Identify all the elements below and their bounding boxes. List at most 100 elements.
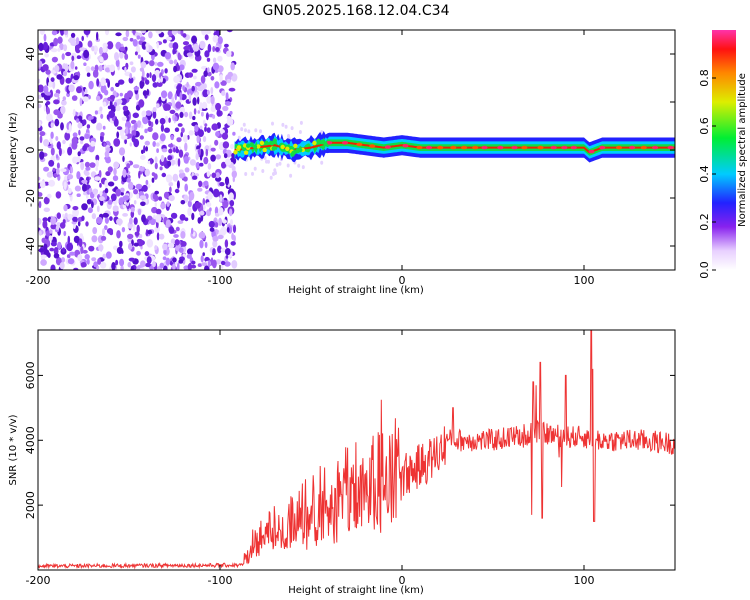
noise-blob bbox=[68, 84, 75, 93]
ridge-peak bbox=[616, 145, 622, 150]
noise-blob bbox=[127, 261, 132, 268]
noise-blob bbox=[138, 99, 145, 108]
ridge-peak bbox=[342, 141, 348, 145]
noise-blob bbox=[148, 120, 152, 127]
noise-blob bbox=[178, 247, 184, 253]
noise-blob bbox=[179, 214, 186, 221]
noise-blob bbox=[86, 124, 91, 129]
noise-blob bbox=[62, 247, 65, 253]
spectrogram-xtick-label: -200 bbox=[26, 274, 51, 287]
noise-blob bbox=[212, 57, 217, 63]
noise-blob bbox=[87, 207, 93, 214]
snr-xlabel: Height of straight line (km) bbox=[288, 585, 424, 596]
noise-blob bbox=[40, 92, 46, 98]
noise-blob bbox=[137, 208, 142, 216]
noise-blob bbox=[187, 200, 192, 208]
snr-ytick-label: 4000 bbox=[24, 426, 37, 454]
noise-blob bbox=[163, 157, 167, 164]
noise-blob bbox=[139, 36, 146, 42]
noise-blob bbox=[199, 125, 203, 131]
noise-blob bbox=[104, 150, 110, 158]
noise-blob bbox=[106, 228, 114, 234]
noise-blob bbox=[73, 235, 80, 244]
ridge-patch bbox=[269, 141, 275, 146]
noise-blob bbox=[207, 43, 212, 53]
noise-blob bbox=[116, 98, 123, 105]
noise-blob bbox=[71, 95, 78, 101]
noise-blob bbox=[221, 161, 227, 169]
noise-blob bbox=[130, 210, 135, 218]
noise-blob bbox=[203, 180, 209, 187]
noise-blob bbox=[88, 145, 95, 153]
noise-blob bbox=[212, 259, 217, 269]
noise-blob bbox=[48, 159, 55, 167]
noise-blob bbox=[124, 53, 129, 60]
noise-blob bbox=[176, 137, 182, 143]
noise-blob bbox=[57, 47, 61, 52]
noise-blob bbox=[78, 129, 81, 136]
noise-blob bbox=[55, 191, 62, 199]
noise-blob bbox=[196, 134, 200, 144]
noise-blob bbox=[201, 111, 204, 117]
noise-blob bbox=[102, 253, 107, 259]
noise-blob bbox=[179, 92, 183, 101]
noise-blob bbox=[320, 160, 324, 165]
noise-blob bbox=[199, 40, 206, 49]
noise-blob bbox=[50, 147, 55, 156]
noise-blob bbox=[103, 142, 106, 147]
noise-blob bbox=[107, 166, 113, 173]
spectrogram-ytick-label: 20 bbox=[24, 95, 37, 109]
noise-blob bbox=[126, 177, 131, 183]
noise-blob bbox=[259, 129, 262, 134]
noise-blob bbox=[148, 31, 153, 39]
noise-blob bbox=[88, 245, 95, 252]
noise-blob bbox=[55, 136, 59, 141]
noise-blob bbox=[50, 264, 56, 270]
noise-blob bbox=[212, 35, 219, 43]
noise-blob bbox=[174, 127, 180, 132]
noise-blob bbox=[198, 180, 203, 187]
noise-blob bbox=[210, 76, 215, 81]
noise-blob bbox=[206, 89, 210, 96]
noise-blob bbox=[42, 220, 48, 229]
noise-blob bbox=[91, 213, 97, 220]
noise-blob bbox=[218, 217, 223, 226]
noise-blob bbox=[109, 94, 115, 100]
noise-blob bbox=[168, 143, 174, 148]
noise-blob bbox=[38, 103, 42, 109]
noise-blob bbox=[141, 110, 147, 118]
noise-blob bbox=[146, 72, 150, 78]
noise-blob bbox=[43, 196, 50, 205]
noise-blob bbox=[129, 37, 134, 42]
noise-blob bbox=[86, 258, 90, 265]
noise-blob bbox=[240, 127, 244, 132]
noise-blob bbox=[220, 226, 227, 236]
noise-blob bbox=[126, 90, 134, 98]
noise-blob bbox=[169, 59, 174, 65]
noise-blob bbox=[158, 196, 162, 201]
noise-blob bbox=[220, 264, 224, 269]
ridge-patch bbox=[236, 145, 242, 150]
noise-blob bbox=[217, 55, 223, 62]
noise-blob bbox=[220, 80, 227, 86]
noise-blob bbox=[67, 235, 71, 244]
noise-blob bbox=[192, 97, 197, 106]
ridge-patch bbox=[256, 144, 261, 149]
noise-blob bbox=[152, 107, 157, 112]
noise-blob bbox=[113, 167, 117, 176]
noise-blob bbox=[184, 183, 188, 192]
noise-blob bbox=[52, 167, 56, 172]
noise-blob bbox=[67, 213, 73, 221]
noise-blob bbox=[188, 93, 192, 102]
noise-blob bbox=[215, 47, 220, 52]
noise-blob bbox=[86, 199, 92, 205]
noise-blob bbox=[254, 128, 258, 133]
noise-blob bbox=[140, 201, 146, 207]
noise-blob bbox=[200, 213, 204, 222]
noise-blob bbox=[113, 101, 117, 107]
noise-blob bbox=[125, 30, 130, 38]
noise-blob bbox=[147, 229, 153, 235]
noise-blob bbox=[168, 148, 173, 154]
noise-blob bbox=[104, 225, 108, 231]
noise-blob bbox=[138, 234, 143, 239]
